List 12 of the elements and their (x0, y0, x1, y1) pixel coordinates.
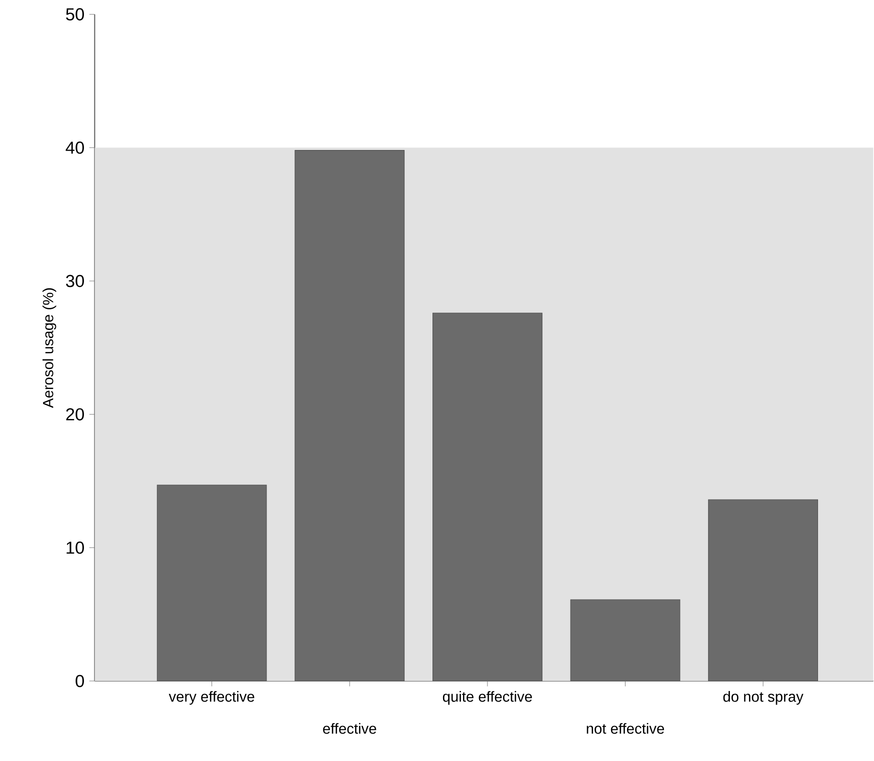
y-tick-label: 30 (66, 274, 84, 288)
y-tick-label: 0 (76, 674, 84, 688)
x-tick-label: very effective (168, 691, 254, 705)
y-tick-label: 20 (66, 408, 84, 420)
y-axis-title: Aerosol usage (%) (42, 288, 56, 408)
x-tick-label: quite effective (442, 691, 532, 705)
y-tick-label: 40 (66, 142, 84, 154)
x-tick-label: not effective (586, 723, 664, 734)
y-tick-label: 10 (66, 542, 84, 554)
x-tick-label: do not spray (723, 691, 804, 705)
x-tick-label: effective (323, 723, 376, 734)
y-tick-label: 50 (66, 8, 84, 20)
